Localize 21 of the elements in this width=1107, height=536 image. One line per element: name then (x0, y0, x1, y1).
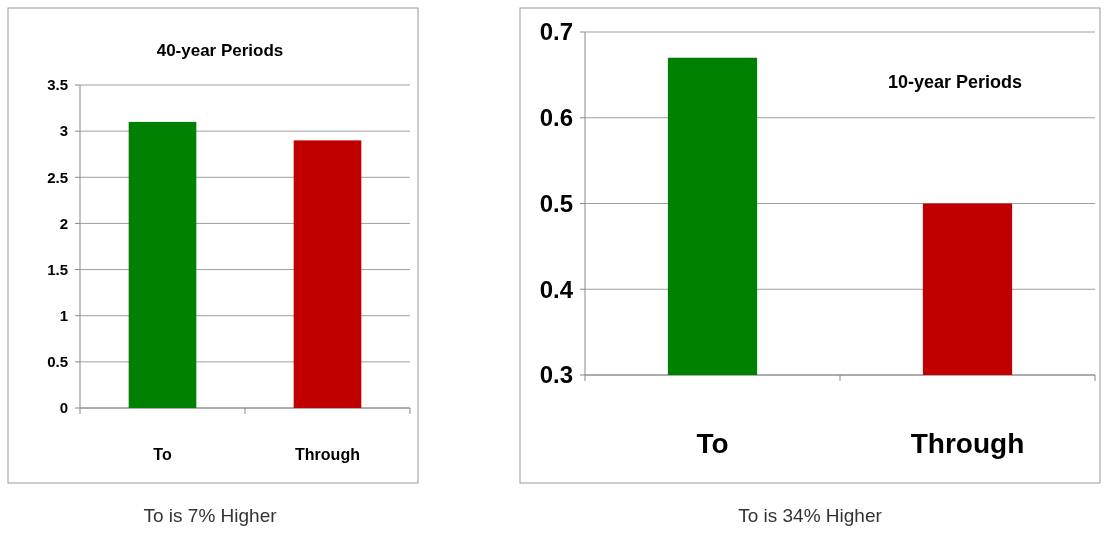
y-tick-label: 2 (59, 214, 68, 232)
y-tick-label: 3 (59, 122, 68, 140)
y-tick-label: 2.5 (47, 168, 68, 186)
y-tick-label: 0.5 (47, 353, 68, 371)
x-tick-label: Through (295, 446, 360, 463)
y-tick-label: 1.5 (47, 260, 68, 278)
x-tick-label: To (696, 428, 729, 459)
text: To is 7% Higher (143, 505, 278, 526)
y-tick-label: 0.3 (539, 361, 573, 389)
y-tick-label: 0 (59, 399, 68, 417)
chart-title: 40-year Periods (156, 41, 284, 60)
y-tick-label: 1 (59, 306, 68, 324)
x-tick-label: To (153, 446, 172, 463)
y-tick-label: 0.7 (539, 18, 573, 46)
x-tick-label: Through (910, 428, 1025, 459)
y-tick-label: 0.4 (539, 275, 574, 303)
y-tick-label: 0.6 (539, 104, 573, 132)
y-tick-label: 3.5 (47, 76, 68, 94)
text: To is 34% Higher (738, 505, 883, 526)
y-tick-label: 0.5 (539, 189, 573, 217)
text: 10-year Periods (887, 72, 1023, 92)
